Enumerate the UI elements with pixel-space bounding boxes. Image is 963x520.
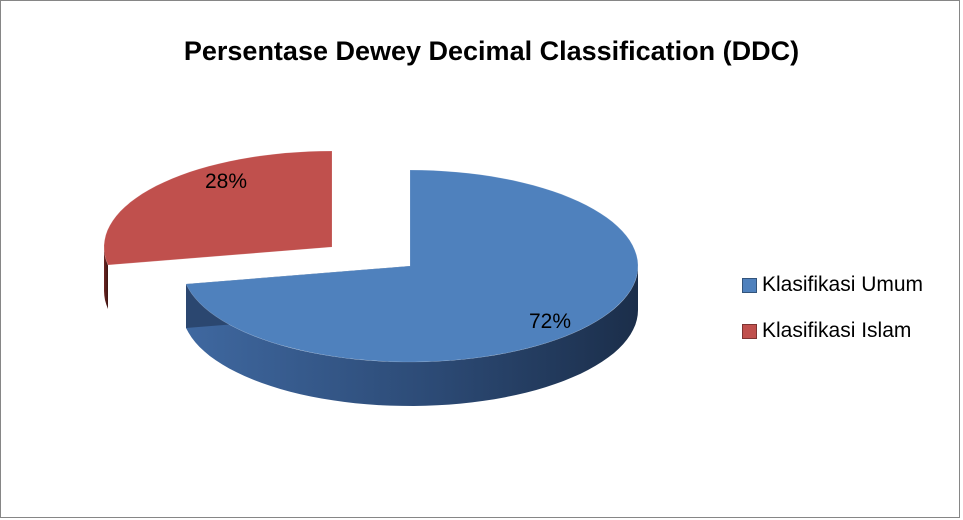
legend-swatch-umum xyxy=(742,277,757,293)
pie-slice-islam xyxy=(103,150,333,266)
pie-side-umum xyxy=(186,266,638,406)
legend: Klasifikasi Umum Klasifikasi Islam xyxy=(742,262,923,354)
chart-title: Persentase Dewey Decimal Classification … xyxy=(183,36,800,66)
legend-item-islam: Klasifikasi Islam xyxy=(742,308,923,354)
data-label-umum: 72% xyxy=(529,310,571,333)
data-label-islam: 28% xyxy=(205,170,247,193)
legend-label-islam: Klasifikasi Islam xyxy=(762,319,912,342)
legend-item-umum: Klasifikasi Umum xyxy=(742,262,923,308)
pie-slice-umum xyxy=(185,169,639,363)
legend-label-umum: Klasifikasi Umum xyxy=(762,273,924,296)
pie-side-islam xyxy=(104,247,108,309)
legend-swatch-islam xyxy=(742,323,757,339)
